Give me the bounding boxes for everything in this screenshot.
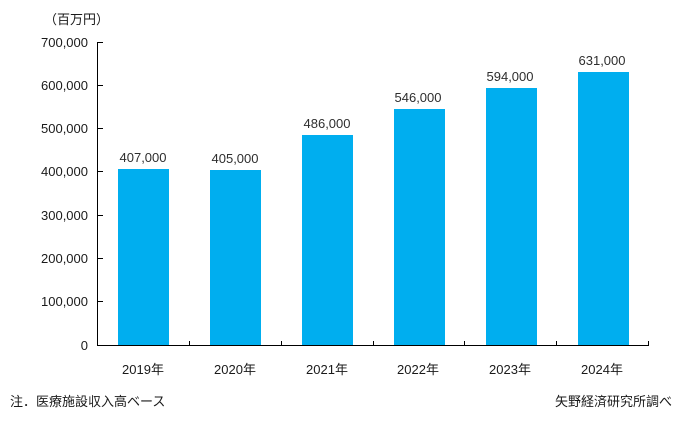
x-axis-category-label: 2022年: [397, 362, 439, 377]
x-tick-mark: [556, 341, 557, 345]
bar-value-label: 407,000: [119, 150, 167, 165]
y-tick-label: 600,000: [41, 77, 88, 93]
y-tick-label: 300,000: [41, 207, 88, 223]
y-tick-mark: [98, 171, 103, 173]
y-tick-mark: [98, 257, 103, 259]
plot-area: [97, 41, 649, 346]
x-tick-mark: [373, 341, 374, 345]
bar-value-label: 486,000: [303, 116, 351, 131]
x-axis-category-label: 2020年: [214, 362, 256, 377]
y-tick-mark: [98, 214, 103, 216]
source-note: 矢野経済研究所調べ: [554, 394, 672, 409]
bar: [578, 72, 629, 345]
y-tick-mark: [98, 301, 103, 303]
bar-value-label: 546,000: [394, 90, 442, 105]
x-tick-mark: [648, 341, 649, 345]
bar-value-label: 594,000: [486, 69, 534, 84]
x-axis-category-label: 2024年: [581, 362, 623, 377]
x-tick-mark: [464, 341, 465, 345]
x-tick-mark: [281, 341, 282, 345]
bar: [486, 88, 537, 345]
y-axis-unit-label: （百万円）: [44, 12, 110, 27]
bar: [118, 169, 169, 345]
bar: [302, 135, 353, 345]
y-tick-label: 700,000: [41, 34, 88, 50]
y-tick-label: 100,000: [41, 294, 88, 310]
y-tick-label: 500,000: [41, 121, 88, 137]
x-axis-category-label: 2019年: [122, 362, 164, 377]
bar-value-label: 631,000: [578, 53, 626, 68]
y-tick-mark: [98, 41, 103, 43]
bar: [210, 170, 261, 345]
x-tick-mark: [189, 341, 190, 345]
x-axis-category-label: 2023年: [489, 362, 531, 377]
y-tick-label: 200,000: [41, 250, 88, 266]
y-tick-mark: [98, 128, 103, 130]
bar-value-label: 405,000: [211, 151, 259, 166]
y-tick-label: 0: [80, 337, 88, 353]
x-axis-category-label: 2021年: [306, 362, 348, 377]
footnote: 注．医療施設収入高ベース: [10, 394, 166, 409]
y-tick-label: 400,000: [41, 164, 88, 180]
y-tick-mark: [98, 84, 103, 86]
bar: [394, 109, 445, 345]
